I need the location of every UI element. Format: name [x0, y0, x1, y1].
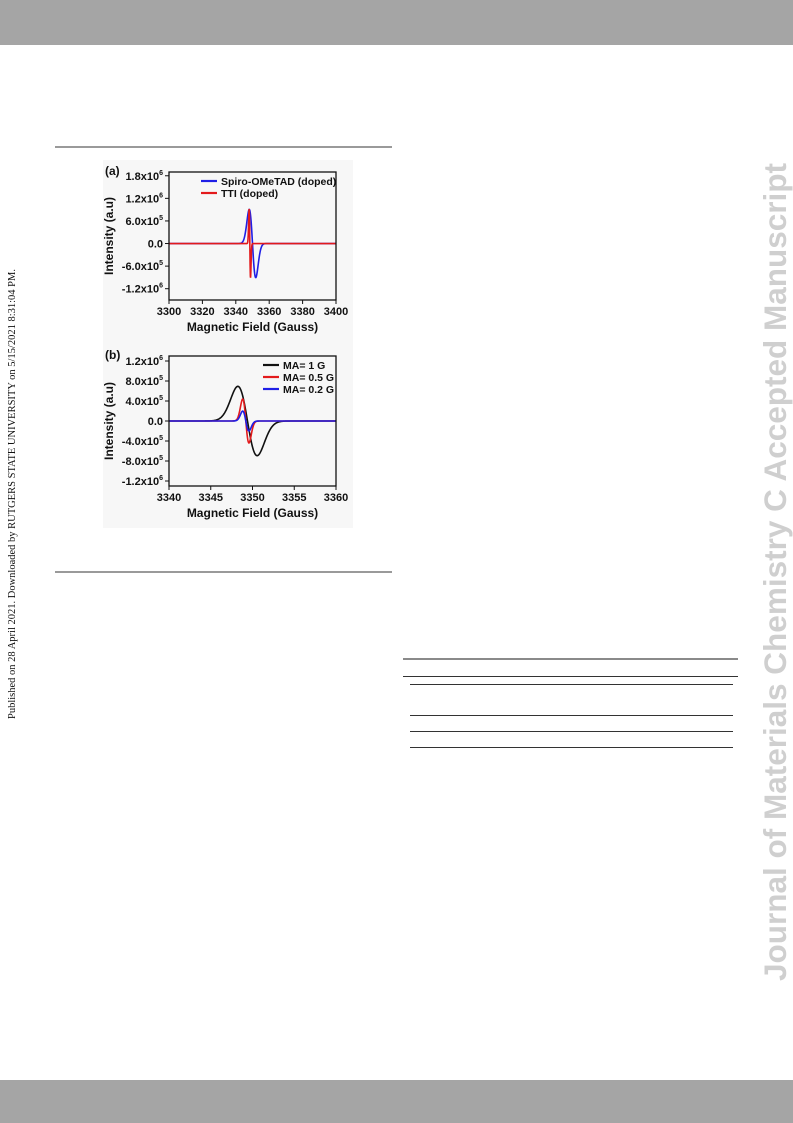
x-tick-label: 3360: [324, 492, 348, 504]
y-tick-exponent: 6: [159, 283, 163, 290]
panel-a: (a)3300 3320 3340 3360 3380 3400-1.2x106-6.0x…: [102, 164, 348, 334]
y-tick-mantissa: -1.2x10: [122, 476, 159, 488]
epr-figure-svg: (a)3300 3320 3340 3360 3380 3400-1.2x106-6.0x…: [102, 160, 353, 528]
x-tick-label: 3300: [157, 306, 181, 318]
series-line-3: [169, 410, 336, 432]
y-tick-exponent: 5: [159, 215, 163, 222]
panel-label: (a): [105, 164, 120, 178]
table-rule-2: [410, 684, 733, 685]
y-tick-label: -1.2x106: [122, 283, 163, 296]
x-tick-label: 3320: [190, 306, 214, 318]
y-tick-label: 0.0: [148, 239, 163, 251]
y-tick-exponent: 5: [159, 395, 163, 402]
x-tick-label: 3340: [157, 492, 181, 504]
table-rule-1: [403, 676, 738, 677]
table-top-rule: [403, 658, 738, 660]
x-tick-label: 3340: [224, 306, 248, 318]
x-tick-label: 3355: [282, 492, 306, 504]
y-tick-exponent: 5: [159, 455, 163, 462]
x-tick-label: 3345: [199, 492, 223, 504]
y-tick-mantissa: 4.0x10: [125, 396, 159, 408]
figure-background: [103, 160, 353, 528]
x-axis-label: Magnetic Field (Gauss): [187, 320, 318, 334]
publication-side-note: Published on 28 April 2021. Downloaded b…: [7, 269, 18, 719]
legend-label-2: TTI (doped): [221, 188, 278, 200]
plot-traces: [169, 208, 336, 279]
y-tick-label: -6.0x105: [122, 260, 163, 273]
y-tick-label: 0.0: [148, 416, 163, 428]
y-tick-mantissa: 8.0x10: [125, 376, 159, 388]
y-tick-exponent: 6: [159, 475, 163, 482]
y-tick-label: 6.0x105: [125, 215, 163, 228]
table-rule-4: [410, 731, 733, 732]
x-axis-label: Magnetic Field (Gauss): [187, 506, 318, 520]
panel-label: (b): [105, 348, 120, 362]
epr-figure: (a) 3300 3320 3340 3360 3380 3400 -1.2x106 -6.0x…: [102, 160, 353, 533]
y-tick-mantissa: -6.0x10: [122, 261, 159, 273]
legend-label-1: Spiro-OMeTAD (doped): [221, 176, 336, 188]
y-tick-label: 4.0x105: [125, 395, 163, 408]
y-tick-label: -8.0x105: [122, 455, 163, 468]
y-tick-label: 1.8x106: [125, 170, 163, 183]
y-tick-exponent: 6: [159, 170, 163, 177]
y-tick-exponent: 5: [159, 260, 163, 267]
x-tick-label: 3400: [324, 306, 348, 318]
y-tick-label: -1.2x106: [122, 475, 163, 488]
y-tick-exponent: 6: [159, 192, 163, 199]
x-tick-label: 3380: [290, 306, 314, 318]
y-tick-exponent: 5: [159, 435, 163, 442]
y-axis-label: Intensity (a.u): [103, 382, 116, 460]
y-tick-mantissa: 6.0x10: [125, 216, 159, 228]
x-tick-label: 3360: [257, 306, 281, 318]
y-tick-mantissa: 1.2x10: [125, 193, 159, 205]
panel-b: (b)3340 3345 3350 3355 3360-1.2x106-8.0x105-…: [102, 348, 348, 520]
y-tick-mantissa: 0.0: [148, 239, 163, 251]
y-tick-mantissa: -4.0x10: [122, 436, 159, 448]
accepted-manuscript-watermark: Journal of Materials Chemistry C Accepte…: [757, 162, 793, 982]
figure-top-rule: [55, 146, 392, 148]
x-tick-label: 3350: [240, 492, 264, 504]
y-tick-label: 1.2x106: [125, 355, 163, 368]
bottom-footer-band: [0, 1080, 793, 1123]
figure-bottom-rule: [55, 571, 392, 573]
y-tick-label: -4.0x105: [122, 435, 163, 448]
y-axis-label: Intensity (a.u): [103, 197, 116, 275]
y-tick-mantissa: 1.2x10: [125, 356, 159, 368]
legend-label-3: MA= 0.2 G: [283, 384, 334, 396]
plot-traces: [169, 385, 336, 457]
y-tick-mantissa: -8.0x10: [122, 456, 159, 468]
y-tick-mantissa: -1.2x10: [122, 284, 159, 296]
legend-label-1: MA= 1 G: [283, 360, 325, 372]
plot-frame: [168, 171, 337, 301]
legend-label-2: MA= 0.5 G: [283, 372, 334, 384]
y-tick-label: 1.2x106: [125, 192, 163, 205]
table-rule-5: [410, 747, 733, 748]
y-tick-mantissa: 1.8x10: [125, 171, 159, 183]
y-tick-label: 8.0x105: [125, 375, 163, 388]
y-tick-exponent: 5: [159, 375, 163, 382]
table-rule-3: [410, 715, 733, 716]
y-tick-mantissa: 0.0: [148, 416, 163, 428]
series-line-2: [169, 208, 336, 278]
y-tick-exponent: 6: [159, 355, 163, 362]
top-header-band: [0, 0, 793, 45]
